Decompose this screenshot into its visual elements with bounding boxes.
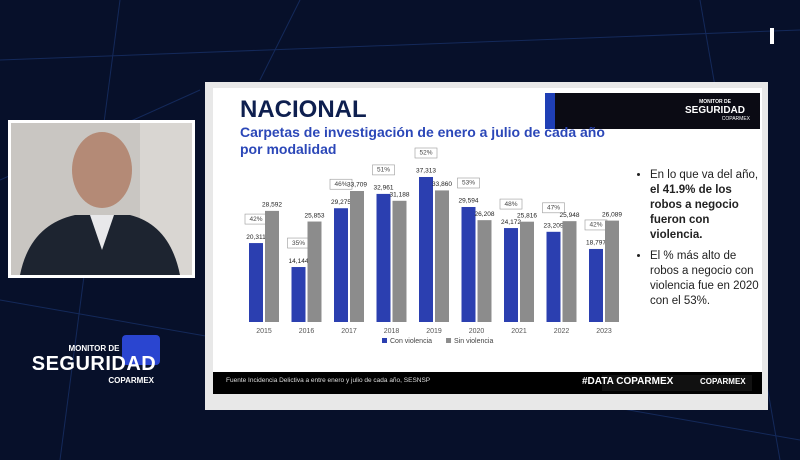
bar — [605, 220, 619, 322]
bullet: El % más alto de robos a negocio con vio… — [650, 249, 762, 309]
value-label: 25,948 — [560, 212, 580, 219]
value-label: 33,709 — [347, 182, 367, 189]
value-label: 37,313 — [416, 168, 436, 175]
value-label: 24,172 — [501, 219, 521, 226]
value-label: 28,592 — [262, 202, 282, 209]
share-label: 42% — [589, 222, 602, 229]
share-box — [414, 147, 438, 159]
share-box — [329, 178, 353, 190]
bar — [520, 221, 534, 322]
legend-label: Con violencia — [390, 338, 432, 345]
x-tick-label: 2018 — [384, 328, 400, 335]
logo-line: MONITOR DE — [699, 99, 731, 105]
bar — [291, 267, 306, 322]
legend-swatch — [382, 338, 387, 343]
value-label: 20,311 — [246, 234, 266, 241]
value-label: 25,816 — [517, 212, 537, 219]
value-label: 26,208 — [475, 211, 495, 218]
bar — [504, 228, 518, 322]
x-tick-label: 2015 — [256, 328, 272, 335]
value-label: 26,089 — [602, 211, 622, 218]
x-tick-label: 2017 — [341, 328, 357, 335]
bar — [435, 190, 449, 322]
bullet-list: En lo que va del año, el 41.9% de los ro… — [636, 168, 762, 309]
legend-swatch — [446, 338, 452, 343]
share-label: 47% — [547, 205, 560, 212]
logo-line: COPARMEX — [108, 376, 154, 385]
share-label: 52% — [419, 150, 432, 157]
share-label: 35% — [292, 240, 305, 247]
value-label: 29,594 — [459, 198, 479, 205]
share-label: 53% — [462, 180, 475, 187]
bar — [392, 200, 407, 322]
share-label: 46% — [334, 181, 347, 188]
footer-source: Fuente Incidencia Delictiva a entre ener… — [226, 377, 431, 384]
bar — [562, 221, 577, 322]
value-label: 29,275 — [331, 199, 351, 206]
bar — [376, 193, 391, 322]
share-box — [372, 164, 395, 176]
slide-title: NACIONAL — [240, 96, 367, 123]
share-label: 51% — [377, 167, 390, 174]
share-box — [499, 198, 523, 210]
logo-line: MONITOR DE — [68, 344, 120, 353]
bar — [461, 206, 476, 322]
bar — [589, 248, 603, 322]
bullet: En lo que va del año, el 41.9% de los ro… — [650, 168, 762, 243]
bar — [477, 220, 492, 322]
logo-line: SEGURIDAD — [684, 105, 745, 116]
bar — [265, 210, 279, 322]
value-label: 33,860 — [432, 181, 452, 188]
share-box — [457, 177, 480, 189]
footer-tag: #DATA COPARMEX — [582, 376, 674, 387]
value-label: 32,961 — [374, 185, 394, 192]
bullet-bold: el 41.9% de los robos a negocio fueron c… — [650, 184, 739, 241]
footer-brand: COPARMEX — [700, 377, 746, 386]
share-label: 42% — [249, 216, 262, 223]
bar — [419, 177, 433, 322]
logo: MONITOR DE SEGURIDAD COPARMEX — [24, 344, 164, 385]
logo-line: COPARMEX — [721, 116, 750, 122]
x-tick-label: 2023 — [596, 328, 612, 335]
x-tick-label: 2021 — [511, 328, 527, 335]
logo-line: SEGURIDAD — [31, 353, 157, 375]
value-label: 18,797 — [586, 240, 606, 247]
share-label: 48% — [504, 201, 517, 208]
bar — [546, 231, 561, 322]
share-box — [542, 202, 565, 214]
x-tick-label: 2019 — [426, 328, 442, 335]
x-tick-label: 2022 — [554, 328, 570, 335]
bar — [350, 191, 364, 322]
bar — [334, 208, 348, 322]
bar — [249, 243, 263, 322]
bar — [307, 221, 322, 322]
value-label: 23,209 — [544, 223, 564, 230]
value-label: 14,144 — [289, 258, 309, 265]
legend-label: Sin violencia — [454, 338, 493, 345]
bullet-text: En lo que va del año, — [650, 169, 759, 181]
value-label: 31,188 — [390, 192, 410, 199]
x-tick-label: 2016 — [299, 328, 315, 335]
value-label: 25,853 — [305, 212, 325, 219]
slide-logo: MONITOR DE SEGURIDAD COPARMEX — [680, 99, 750, 122]
slide-subtitle: Carpetas de investigación de enero a jul… — [240, 124, 605, 157]
x-tick-label: 2020 — [469, 328, 485, 335]
